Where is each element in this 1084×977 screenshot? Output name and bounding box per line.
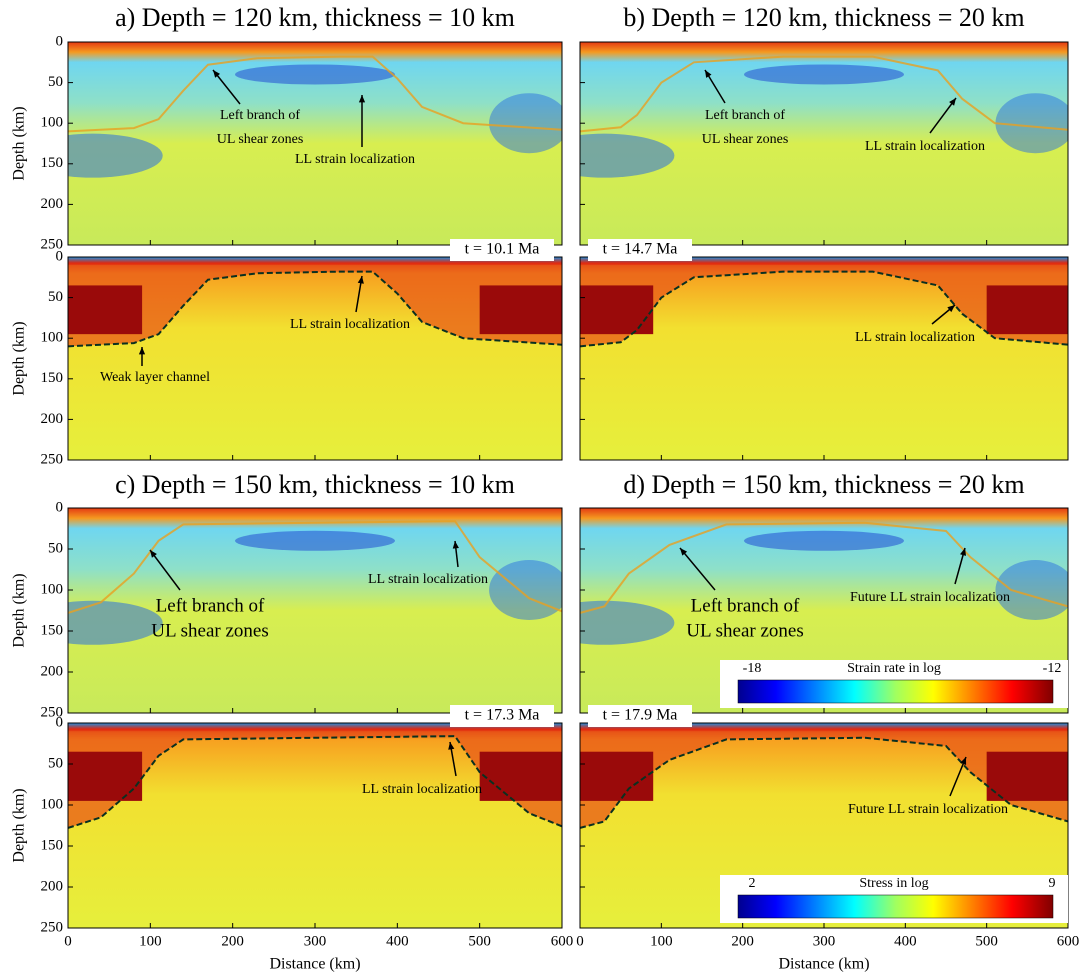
x-tick-label: 300 — [813, 933, 836, 949]
annotation: UL shear zones — [686, 620, 803, 641]
panel-title: d) Depth = 150 km, thickness = 20 km — [623, 470, 1024, 499]
y-tick-label: 150 — [41, 155, 64, 171]
panel-title: a) Depth = 120 km, thickness = 10 km — [115, 3, 515, 32]
y-tick-label: 0 — [56, 33, 64, 49]
y-tick-label: 250 — [41, 451, 64, 467]
y-tick-label: 0 — [56, 248, 64, 264]
strong-block — [480, 752, 562, 801]
low-strain-zone — [235, 64, 395, 84]
y-tick-label: 150 — [41, 370, 64, 386]
strong-block — [68, 285, 142, 334]
y-tick-label: 200 — [41, 196, 64, 212]
x-tick-label: 0 — [576, 933, 584, 949]
y-tick-label: 50 — [48, 289, 63, 305]
annotation: Future LL strain localization — [848, 802, 1008, 817]
annotation: LL strain localization — [855, 330, 975, 345]
x-tick-label: 200 — [731, 933, 754, 949]
strong-block — [480, 285, 562, 334]
y-tick-label: 100 — [41, 330, 64, 346]
low-strain-zone — [235, 531, 395, 551]
annotation: Future LL strain localization — [850, 590, 1010, 605]
time-label: t = 10.1 Ma — [465, 241, 540, 258]
colorbar — [738, 895, 1053, 918]
x-tick-label: 600 — [551, 933, 574, 949]
y-axis-label: Depth (km) — [11, 788, 28, 862]
y-tick-label: 0 — [56, 499, 64, 515]
annotation: LL strain localization — [295, 152, 415, 167]
time-label: t = 17.3 Ma — [465, 707, 540, 724]
strong-block — [987, 285, 1068, 334]
annotation: LL strain localization — [290, 317, 410, 332]
strain-field — [23, 508, 569, 713]
y-tick-label: 150 — [41, 622, 64, 638]
strong-block — [68, 752, 142, 801]
colorbar-min: 2 — [749, 876, 756, 891]
colorbar-label: Strain rate in log — [847, 661, 941, 676]
annotation: Left branch of — [220, 108, 300, 123]
colorbar — [738, 680, 1053, 703]
time-label: t = 17.9 Ma — [603, 707, 678, 724]
x-tick-label: 500 — [468, 933, 491, 949]
y-tick-label: 100 — [41, 581, 64, 597]
x-tick-label: 100 — [139, 933, 162, 949]
strong-block — [987, 752, 1068, 801]
low-strain-zone — [744, 531, 904, 551]
x-axis-label: Distance (km) — [269, 956, 360, 973]
time-label: t = 14.7 Ma — [603, 241, 678, 258]
stress-field — [580, 257, 1068, 460]
low-strain-zone — [489, 560, 569, 620]
x-tick-label: 400 — [386, 933, 409, 949]
low-strain-zone — [489, 93, 569, 153]
x-tick-label: 100 — [650, 933, 673, 949]
y-tick-label: 50 — [48, 74, 63, 90]
annotation: Weak layer channel — [100, 370, 210, 385]
x-axis-label: Distance (km) — [778, 956, 869, 973]
x-tick-label: 200 — [221, 933, 244, 949]
y-axis-label: Depth (km) — [11, 106, 28, 180]
y-tick-label: 100 — [41, 115, 64, 131]
figure: a) Depth = 120 km, thickness = 10 km 0 50 1… — [0, 0, 1084, 977]
strong-block — [580, 752, 653, 801]
x-tick-label: 600 — [1057, 933, 1080, 949]
x-tick-label: 0 — [64, 933, 72, 949]
annotation: Left branch of — [156, 595, 265, 616]
annotation: UL shear zones — [702, 132, 789, 147]
y-tick-label: 250 — [41, 919, 64, 935]
y-tick-label: 150 — [41, 837, 64, 853]
annotation: LL strain localization — [865, 139, 985, 154]
y-tick-label: 200 — [41, 411, 64, 427]
low-strain-zone — [995, 93, 1075, 153]
annotation: Left branch of — [705, 108, 785, 123]
y-tick-label: 50 — [48, 755, 63, 771]
y-tick-label: 100 — [41, 796, 64, 812]
low-strain-zone — [744, 64, 904, 84]
colorbar-max: -12 — [1043, 661, 1062, 676]
annotation: LL strain localization — [362, 782, 482, 797]
strong-block — [580, 285, 653, 334]
colorbar-label: Stress in log — [859, 876, 928, 891]
y-axis-label: Depth (km) — [11, 321, 28, 395]
y-tick-label: 200 — [41, 663, 64, 679]
stress-field — [68, 723, 562, 928]
y-tick-label: 200 — [41, 878, 64, 894]
annotation: Left branch of — [691, 595, 800, 616]
panel-title: b) Depth = 120 km, thickness = 20 km — [623, 3, 1024, 32]
x-tick-label: 500 — [975, 933, 998, 949]
y-tick-label: 50 — [48, 540, 63, 556]
y-tick-label: 0 — [56, 714, 64, 730]
y-axis-label: Depth (km) — [11, 573, 28, 647]
annotation: UL shear zones — [217, 132, 304, 147]
colorbar-max: 9 — [1049, 876, 1056, 891]
annotation: LL strain localization — [368, 572, 488, 587]
colorbar-min: -18 — [743, 661, 762, 676]
x-tick-label: 400 — [894, 933, 917, 949]
strain-field — [534, 42, 1075, 245]
panel-title: c) Depth = 150 km, thickness = 10 km — [115, 470, 515, 499]
x-tick-label: 300 — [304, 933, 327, 949]
annotation: UL shear zones — [151, 620, 268, 641]
